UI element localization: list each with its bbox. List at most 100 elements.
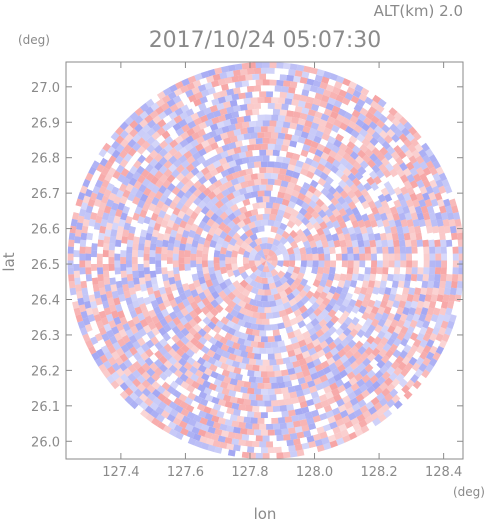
velocity-cell — [436, 218, 444, 227]
velocity-cell — [91, 270, 98, 278]
velocity-cell — [200, 89, 210, 98]
velocity-cell — [384, 225, 392, 234]
velocity-cell — [347, 253, 354, 261]
velocity-cell — [186, 411, 196, 420]
velocity-cell — [274, 334, 282, 342]
velocity-cell — [252, 149, 260, 157]
velocity-cell — [148, 309, 157, 319]
velocity-cell — [201, 372, 210, 382]
velocity-cell — [173, 150, 183, 160]
velocity-cell — [324, 208, 334, 218]
velocity-cell — [180, 236, 188, 245]
velocity-cell — [318, 118, 328, 127]
velocity-cell — [354, 171, 364, 181]
velocity-cell — [422, 320, 431, 329]
velocity-cell — [191, 273, 199, 282]
velocity-cell — [445, 239, 453, 247]
velocity-cell — [85, 274, 93, 282]
velocity-cell — [455, 287, 463, 296]
velocity-cell — [85, 239, 93, 247]
velocity-cell — [118, 183, 128, 193]
velocity-cell — [241, 434, 250, 441]
x-tick-label: 127.8 — [231, 465, 268, 480]
velocity-cell — [132, 142, 142, 152]
velocity-cell — [75, 284, 82, 292]
velocity-cell — [207, 356, 217, 365]
velocity-cell — [169, 131, 179, 141]
velocity-cell — [259, 441, 267, 448]
velocity-cell — [207, 253, 214, 261]
velocity-cell — [283, 62, 291, 70]
velocity-cell — [246, 446, 255, 453]
velocity-cell — [402, 306, 411, 316]
velocity-cell — [391, 394, 401, 404]
velocity-cell — [293, 203, 303, 213]
velocity-cell — [359, 176, 368, 186]
velocity-cell — [292, 266, 301, 275]
velocity-cell — [408, 225, 416, 234]
velocity-cell — [296, 228, 305, 238]
velocity-cell — [388, 260, 395, 268]
y-tick-label: 26.4 — [31, 293, 60, 308]
velocity-cell — [196, 155, 206, 165]
velocity-cell — [141, 333, 151, 343]
velocity-cell — [100, 345, 110, 354]
velocity-cell — [298, 305, 308, 314]
velocity-cell — [451, 307, 459, 316]
velocity-cell — [231, 438, 240, 446]
velocity-cell — [146, 384, 156, 394]
velocity-cell — [117, 173, 126, 183]
velocity-cell — [306, 205, 316, 215]
velocity-cell — [276, 285, 285, 294]
velocity-cell — [276, 62, 284, 69]
velocity-cell — [226, 320, 235, 329]
velocity-cell — [132, 196, 141, 205]
velocity-cell — [330, 331, 340, 341]
velocity-cell — [233, 69, 241, 77]
x-unit-label: (deg) — [453, 485, 485, 499]
velocity-cell — [168, 364, 178, 374]
velocity-cell — [120, 243, 127, 251]
velocity-cell — [291, 414, 300, 422]
velocity-cell — [287, 331, 296, 340]
velocity-cell — [254, 253, 262, 261]
velocity-cell — [357, 317, 367, 327]
velocity-cell — [259, 242, 267, 250]
velocity-cell — [278, 203, 287, 212]
velocity-cell — [341, 310, 350, 320]
velocity-cell — [186, 127, 196, 137]
velocity-cell — [264, 418, 272, 424]
velocity-cell — [212, 160, 222, 169]
velocity-cell — [363, 182, 373, 192]
velocity-cell — [428, 212, 437, 221]
velocity-cell — [102, 257, 109, 264]
velocity-cell — [378, 225, 386, 235]
velocity-cell — [361, 311, 370, 321]
y-tick-label: 26.1 — [31, 400, 60, 415]
velocity-cell — [334, 266, 342, 275]
velocity-cell — [216, 236, 225, 246]
velocity-cell — [405, 350, 415, 360]
velocity-cell — [227, 283, 237, 293]
velocity-cell — [154, 161, 163, 171]
velocity-cell — [347, 412, 357, 421]
velocity-cell — [193, 196, 202, 206]
velocity-cell — [334, 202, 344, 212]
velocity-cell — [292, 402, 301, 410]
velocity-cell — [255, 196, 263, 203]
velocity-cell — [164, 197, 173, 207]
velocity-cell — [172, 316, 182, 326]
velocity-cell — [393, 239, 400, 248]
velocity-cell — [302, 330, 311, 340]
velocity-cell — [379, 299, 388, 309]
velocity-cell — [439, 232, 446, 241]
velocity-cell — [404, 300, 413, 309]
velocity-cell — [306, 306, 316, 316]
velocity-cell — [127, 232, 135, 241]
velocity-cell — [316, 444, 325, 453]
velocity-cell — [97, 339, 107, 348]
velocity-cell — [133, 159, 142, 169]
velocity-cell — [211, 415, 220, 423]
velocity-cell — [333, 239, 341, 248]
velocity-cell — [161, 253, 168, 261]
